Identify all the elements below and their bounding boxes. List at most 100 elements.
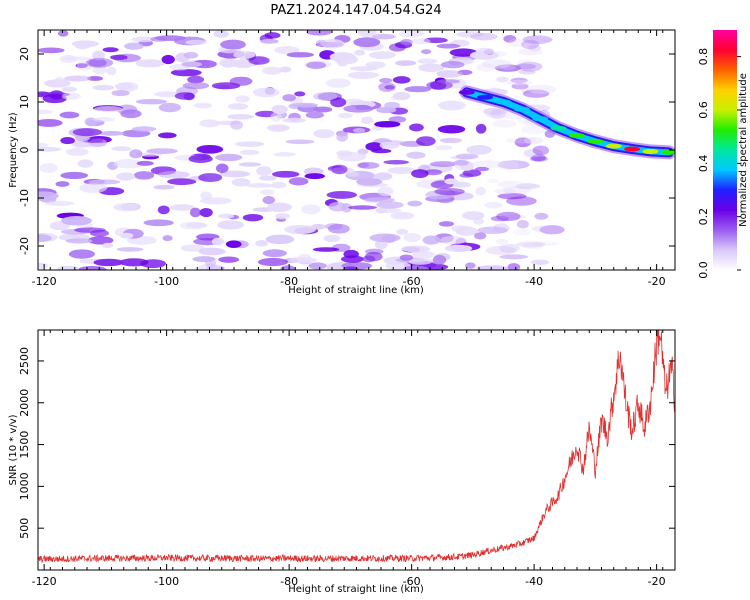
noise-blob xyxy=(530,259,550,265)
noise-blob xyxy=(474,232,487,240)
noise-blob xyxy=(411,169,429,179)
noise-blob xyxy=(153,184,175,190)
noise-blob xyxy=(481,59,512,69)
noise-blob xyxy=(217,220,245,230)
noise-blob xyxy=(496,76,509,83)
noise-blob xyxy=(38,119,63,127)
spectrogram-signal-ridge xyxy=(458,85,675,160)
noise-blob xyxy=(407,200,423,207)
noise-blob xyxy=(230,120,243,130)
noise-blob xyxy=(124,42,144,50)
snr-series-line xyxy=(38,330,675,564)
x-tick-label: -100 xyxy=(154,275,179,288)
noise-blob xyxy=(424,169,443,176)
noise-blob xyxy=(336,132,349,142)
noise-blob xyxy=(199,119,220,128)
noise-blob xyxy=(232,59,255,69)
noise-blob xyxy=(323,234,341,243)
noise-blob xyxy=(179,221,207,230)
noise-blob xyxy=(162,235,173,242)
noise-blob xyxy=(470,32,498,41)
ridge-point xyxy=(624,146,641,152)
noise-blob xyxy=(111,146,132,152)
noise-blob xyxy=(300,204,321,215)
noise-blob xyxy=(262,66,283,75)
snr-y-axis: 500 1000 1500 2000 2500 xyxy=(18,347,675,539)
noise-blob xyxy=(187,75,205,84)
noise-blob xyxy=(116,247,144,252)
noise-blob xyxy=(111,89,130,97)
noise-blob xyxy=(275,213,291,220)
noise-blob xyxy=(436,43,461,49)
noise-blob xyxy=(60,136,75,145)
noise-blob xyxy=(514,137,532,148)
noise-blob xyxy=(42,93,67,104)
ridge-point xyxy=(458,89,475,95)
noise-blob xyxy=(528,44,542,52)
ridge-point xyxy=(587,138,604,144)
noise-blob xyxy=(158,170,190,179)
noise-blob xyxy=(38,109,54,115)
noise-blob xyxy=(182,82,210,90)
noise-blob xyxy=(499,214,527,220)
noise-blob xyxy=(62,56,92,61)
noise-blob xyxy=(146,148,178,155)
noise-blob xyxy=(85,57,114,68)
noise-blob xyxy=(376,201,404,209)
noise-blob xyxy=(342,266,359,270)
noise-blob xyxy=(355,104,371,111)
noise-blob xyxy=(466,144,492,155)
noise-blob xyxy=(214,153,243,162)
noise-blob xyxy=(353,37,381,48)
noise-blob xyxy=(213,30,229,38)
noise-blob xyxy=(363,197,395,203)
noise-blob xyxy=(61,86,77,92)
noise-blob xyxy=(38,146,62,152)
noise-blob xyxy=(400,245,431,253)
noise-blob xyxy=(429,161,457,168)
noise-blob xyxy=(306,30,332,36)
noise-blob xyxy=(484,201,503,209)
noise-blob xyxy=(99,130,124,136)
noise-blob xyxy=(131,126,157,132)
y-tick-label: -20 xyxy=(18,237,31,255)
noise-blob xyxy=(534,212,549,220)
noise-blob xyxy=(379,78,393,84)
noise-blob xyxy=(131,36,156,43)
noise-blob xyxy=(507,263,521,270)
noise-blob xyxy=(500,64,516,71)
noise-blob xyxy=(412,250,435,259)
noise-blob xyxy=(264,32,281,39)
spectrogram-y-axis: -20 -10 0 10 20 xyxy=(18,47,675,255)
noise-blob xyxy=(169,204,195,211)
noise-blob xyxy=(133,171,155,180)
ridge-point xyxy=(495,99,512,105)
noise-blob xyxy=(505,137,537,144)
noise-blob xyxy=(404,86,431,93)
x-tick-label: -20 xyxy=(648,575,666,588)
noise-blob xyxy=(369,233,401,243)
noise-blob xyxy=(388,116,407,123)
noise-blob xyxy=(444,244,473,253)
ridge-point xyxy=(532,116,549,122)
noise-blob xyxy=(494,188,516,195)
noise-blob xyxy=(285,139,315,145)
noise-blob xyxy=(320,39,345,49)
noise-blob xyxy=(518,69,536,75)
noise-blob xyxy=(316,39,327,47)
noise-blob xyxy=(116,172,136,181)
noise-blob xyxy=(520,88,533,94)
noise-blob xyxy=(135,98,168,105)
noise-blob xyxy=(110,54,128,61)
noise-blob xyxy=(399,254,414,261)
noise-blob xyxy=(129,149,143,159)
noise-blob xyxy=(512,228,532,236)
snr-x-axis: -120 -100 -80 -60 -40 -20 xyxy=(32,330,676,588)
noise-blob xyxy=(65,148,89,156)
noise-blob xyxy=(490,215,510,222)
noise-blob xyxy=(328,201,347,212)
noise-blob xyxy=(235,95,251,103)
noise-blob xyxy=(408,258,433,265)
noise-blob xyxy=(113,158,143,169)
noise-blob xyxy=(357,161,380,169)
